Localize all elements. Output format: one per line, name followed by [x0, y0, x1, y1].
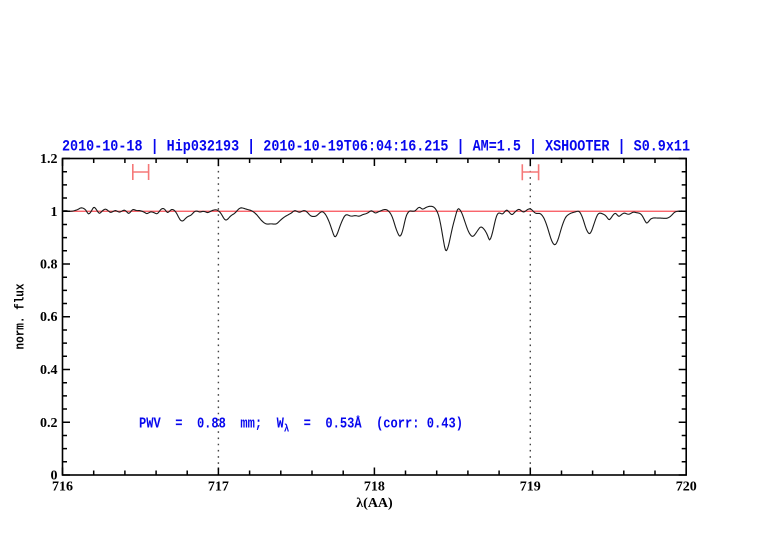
svg-text:2010-10-18 | Hip032193 | 2010-: 2010-10-18 | Hip032193 | 2010-10-19T06:0… [62, 138, 690, 156]
svg-text:717: 717 [208, 480, 229, 495]
svg-text:1.2: 1.2 [40, 152, 58, 167]
svg-text:720: 720 [676, 480, 697, 495]
svg-text:0.8: 0.8 [40, 258, 58, 273]
svg-text:718: 718 [364, 480, 385, 495]
svg-text:0.4: 0.4 [40, 363, 58, 378]
svg-text:0.6: 0.6 [40, 310, 58, 325]
svg-text:716: 716 [52, 480, 73, 495]
svg-text:0.2: 0.2 [40, 416, 58, 431]
svg-text:norm. flux: norm. flux [14, 283, 28, 349]
svg-text:1: 1 [51, 205, 58, 220]
svg-text:719: 719 [520, 480, 541, 495]
svg-text:0: 0 [51, 469, 58, 484]
svg-text:PWV = 0.88 mm; Wλ = 0.53: PWV = 0.88 mm; Wλ = 0.53Å (corr: 0.43) [139, 416, 463, 436]
svg-text:λ(AA): λ(AA) [356, 496, 393, 511]
